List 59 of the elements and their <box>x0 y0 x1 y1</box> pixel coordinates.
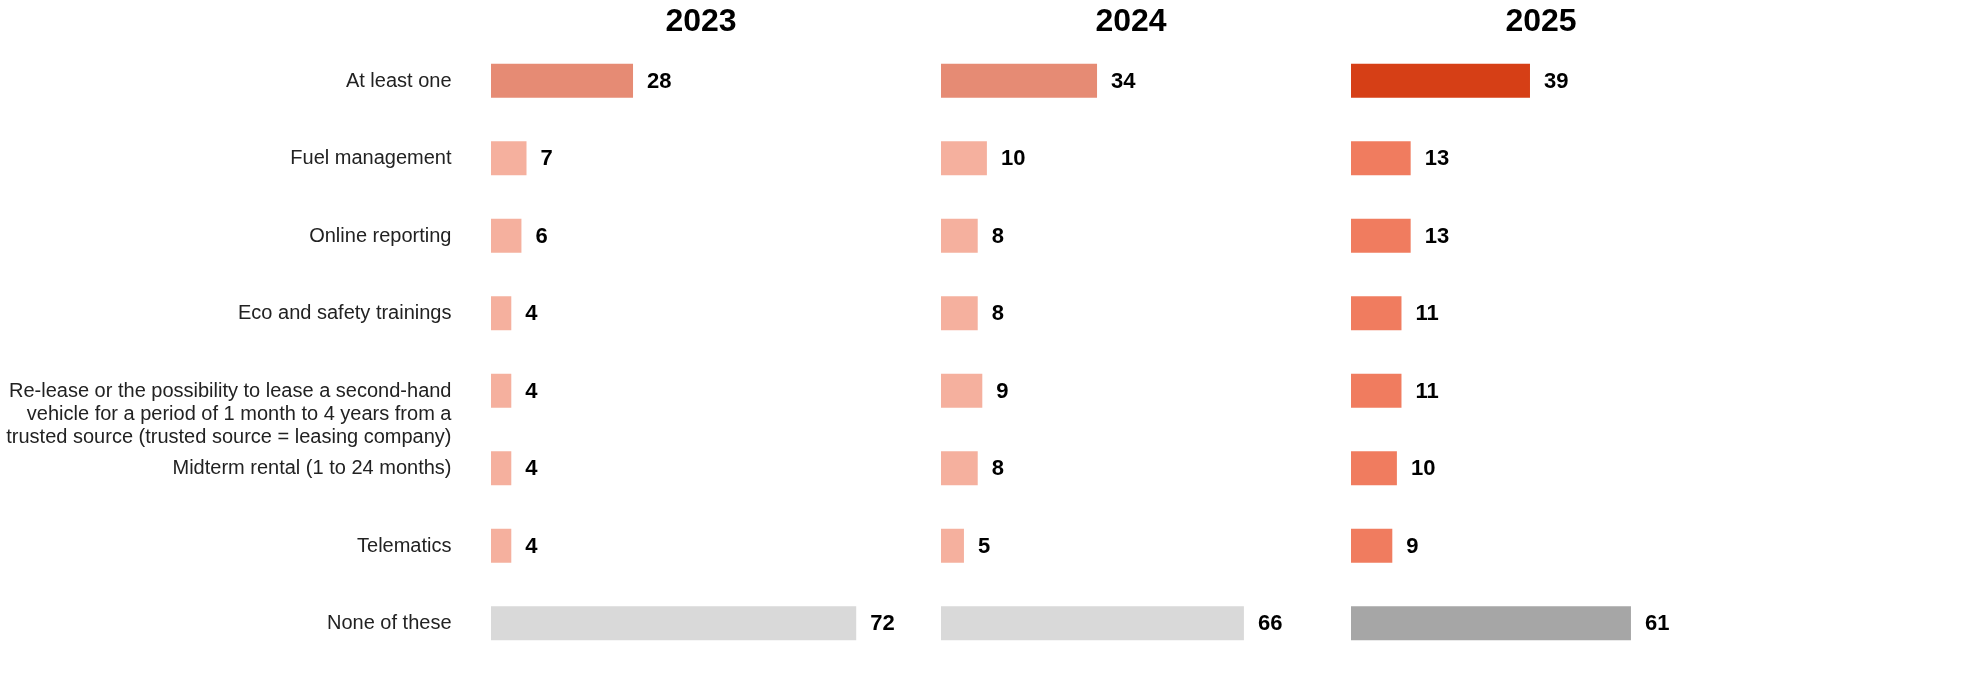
y-tick-label: Re-lease or the possibility to lease a second-hand vehicle for a period of 1 month to 4 years from a trusted source (trusted source = leasing company) <box>6 378 453 447</box>
chart-title: 2023 <box>665 2 737 38</box>
data-label: 9 <box>1406 532 1419 558</box>
bar <box>491 141 527 176</box>
bar <box>491 218 522 253</box>
data-label: 10 <box>1000 145 1026 171</box>
y-tick-label: Eco and safety trainings <box>238 301 452 324</box>
y-tick-label: Midterm rental (1 to 24 months) <box>172 456 452 479</box>
y-tick-label: Fuel management <box>290 146 452 169</box>
data-label: 8 <box>991 455 1004 481</box>
data-label: 9 <box>996 377 1009 403</box>
bar <box>941 296 978 331</box>
data-label: 28 <box>647 67 672 93</box>
bar <box>1351 373 1402 408</box>
data-label: 13 <box>1424 145 1450 171</box>
data-label: 11 <box>1415 377 1439 403</box>
chart-title: 2025 <box>1505 2 1577 38</box>
data-label: 4 <box>525 455 539 481</box>
data-label: 10 <box>1410 455 1436 481</box>
bar <box>1351 218 1411 253</box>
bar <box>1351 528 1393 563</box>
y-tick-label: None of these <box>326 611 452 634</box>
bar <box>941 218 978 253</box>
bar <box>1351 63 1530 98</box>
bar <box>941 451 978 486</box>
bar <box>941 373 983 408</box>
data-label: 66 <box>1257 610 1283 636</box>
y-tick-label: Telematics <box>357 533 452 556</box>
bar <box>941 141 987 176</box>
data-label: 8 <box>991 222 1004 248</box>
bar <box>491 528 512 563</box>
bar <box>1351 451 1397 486</box>
bar <box>941 528 964 563</box>
data-label: 4 <box>525 532 539 558</box>
data-label: 7 <box>540 145 553 171</box>
bar <box>1351 141 1411 176</box>
bar <box>491 296 512 331</box>
data-label: 4 <box>525 377 539 403</box>
bar <box>491 606 857 641</box>
bar <box>941 63 1098 98</box>
bar <box>491 451 512 486</box>
data-label: 72 <box>870 610 895 636</box>
bar <box>491 63 634 98</box>
bar <box>1351 296 1402 331</box>
data-label: 6 <box>535 222 548 248</box>
data-label: 39 <box>1543 67 1569 93</box>
bar <box>1351 606 1631 641</box>
y-tick-label: Online reporting <box>309 223 452 246</box>
data-label: 4 <box>525 300 539 326</box>
bar <box>941 606 1244 641</box>
data-label: 5 <box>977 532 991 558</box>
data-label: 13 <box>1424 222 1450 248</box>
data-label: 8 <box>991 300 1004 326</box>
data-label: 61 <box>1644 610 1670 636</box>
bar <box>491 373 512 408</box>
data-label: 34 <box>1111 67 1137 93</box>
chart-title: 2024 <box>1095 2 1167 38</box>
data-label: 11 <box>1415 300 1439 326</box>
y-tick-label: At least one <box>345 68 452 91</box>
